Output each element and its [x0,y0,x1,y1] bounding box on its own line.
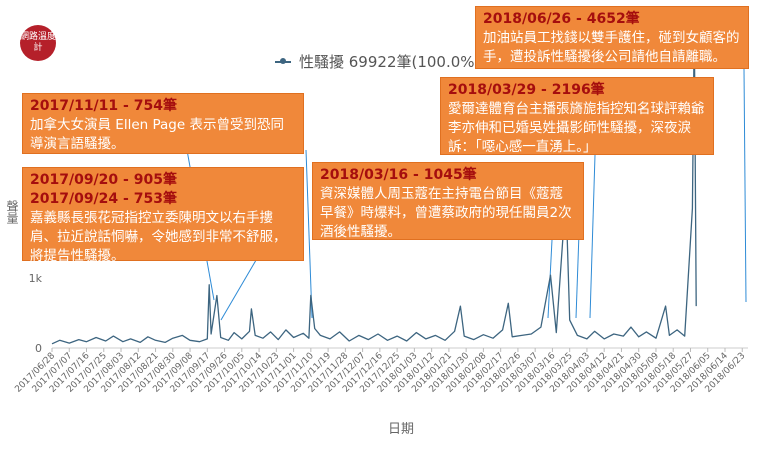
y-tick-label: 1k [29,272,43,285]
annotation-2018-03-29: 2018/03/29 - 2196筆 愛爾達體育台主播張旖旎指控知名球評賴爺李亦… [440,77,714,155]
annotation-text: 加拿大女演員 Ellen Page 表示曾受到恐同導演言語騷擾。 [30,117,284,152]
series-line-sexual-harassment [51,22,697,345]
x-axis-title: 日期 [388,422,415,437]
annotation-text: 嘉義縣長張花冠指控立委陳明文以右手摟肩、拉近說話恫嚇，令她感到非常不舒服，將提告… [30,210,287,264]
annotation-2017-11-11: 2017/11/11 - 754筆 加拿大女演員 Ellen Page 表示曾受… [22,93,304,154]
annotation-text: 資深媒體人周玉蔻在主持電台節目《蔻蔻早餐》時爆料，曾遭蔡政府的現任閣員2次酒後性… [320,186,572,240]
y-axis-title: 聲量 [5,200,19,224]
annotation-date: 2017/11/11 - 754筆 [30,98,177,114]
annotation-2018-03-16: 2018/03/16 - 1045筆 資深媒體人周玉蔻在主持電台節目《蔻蔻早餐》… [312,162,584,240]
annotation-2018-06-26: 2018/06/26 - 4652筆 加油站員工找錢以雙手護住，碰到女顧客的手，… [475,6,749,69]
annotation-text: 加油站員工找錢以雙手護住，碰到女顧客的手，遭投訴性騷擾後公司請他自請離職。 [483,30,740,65]
annotation-date: 2018/03/29 - 2196筆 [448,82,605,98]
annotation-leader-line [305,149,313,319]
annotation-leader-line [743,68,747,303]
chart-legend[interactable]: 性騷擾 69922筆(100.0%) [275,51,480,72]
annotation-leader-line [589,154,596,319]
legend-series-label: 性騷擾 69922筆(100.0%) [299,53,481,71]
annotation-date: 2018/03/16 - 1045筆 [320,167,477,183]
y-tick-label: 0 [35,342,42,355]
annotation-date: 2018/06/26 - 4652筆 [483,11,640,27]
annotation-date: 2017/09/24 - 753筆 [30,191,177,207]
legend-series-marker [275,58,291,64]
annotation-date: 2017/09/20 - 905筆 [30,172,177,188]
annotation-text: 愛爾達體育台主播張旖旎指控知名球評賴爺李亦伸和已婚吳姓攝影師性騷擾，深夜淚訴：「… [448,101,705,155]
brand-logo: 網路溫度計 [20,25,56,61]
annotation-leader-line [575,232,580,319]
annotation-2017-09-20: 2017/09/20 - 905筆 2017/09/24 - 753筆 嘉義縣長… [22,167,304,264]
